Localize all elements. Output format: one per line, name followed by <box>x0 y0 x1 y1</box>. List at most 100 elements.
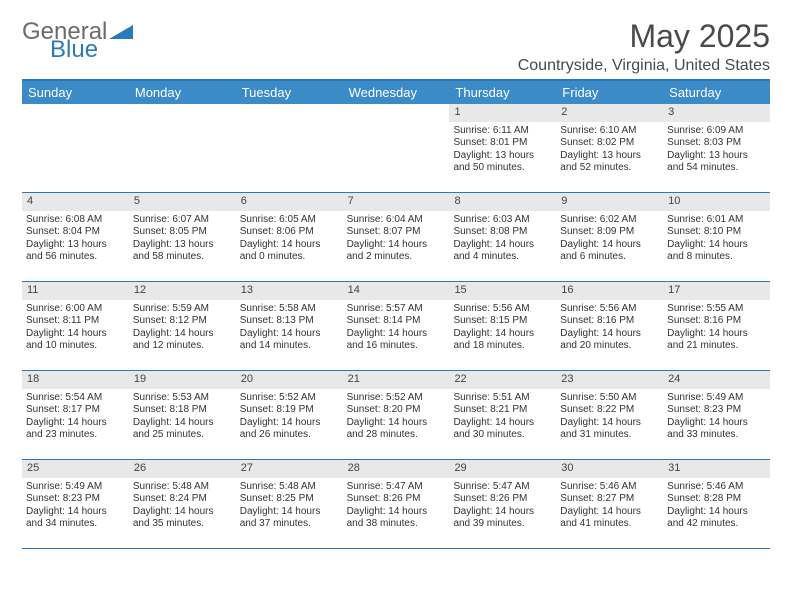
day-cell: 31Sunrise: 5:46 AMSunset: 8:28 PMDayligh… <box>663 460 770 548</box>
day-cell: 26 Sunrise: 5:48 AMSunset: 8:24 PMDayligh… <box>129 460 236 548</box>
day-sunset: Sunset: 8:11 PM <box>26 315 125 328</box>
day-info: Sunrise: 6:00 AMSunset: 8:11 PMDaylight:… <box>26 303 125 353</box>
day-sunset: Sunset: 8:15 PM <box>453 315 552 328</box>
day-day2: and 50 minutes. <box>453 162 552 175</box>
day-day1: Daylight: 14 hours <box>26 506 125 519</box>
day-day2: and 4 minutes. <box>453 251 552 264</box>
calendar: SundayMondayTuesdayWednesdayThursdayFrid… <box>22 79 770 549</box>
day-number: 29 <box>449 460 556 478</box>
day-info: Sunrise: 5:57 AMSunset: 8:14 PMDaylight:… <box>347 303 446 353</box>
day-number: 10 <box>663 193 770 211</box>
day-cell: 3Sunrise: 6:09 AMSunset: 8:03 PMDaylight… <box>663 104 770 192</box>
day-day1: Daylight: 14 hours <box>347 417 446 430</box>
day-sunrise: Sunrise: 6:09 AM <box>667 125 766 138</box>
day-sunrise: Sunrise: 5:57 AM <box>347 303 446 316</box>
day-day1: Daylight: 14 hours <box>347 239 446 252</box>
month-title: May 2025 <box>518 18 770 55</box>
day-sunrise: Sunrise: 5:52 AM <box>347 392 446 405</box>
day-sunrise: Sunrise: 6:01 AM <box>667 214 766 227</box>
day-sunset: Sunset: 8:19 PM <box>240 404 339 417</box>
logo-text-blue: Blue <box>50 36 98 64</box>
day-cell: 8Sunrise: 6:03 AMSunset: 8:08 PMDaylight… <box>449 193 556 281</box>
day-day1: Daylight: 14 hours <box>560 328 659 341</box>
day-cell: 4Sunrise: 6:08 AMSunset: 8:04 PMDaylight… <box>22 193 129 281</box>
day-day2: and 2 minutes. <box>347 251 446 264</box>
day-sunrise: Sunrise: 5:47 AM <box>347 481 446 494</box>
day-cell: 16Sunrise: 5:56 AMSunset: 8:16 PMDayligh… <box>556 282 663 370</box>
day-sunrise: Sunrise: 5:52 AM <box>240 392 339 405</box>
day-cell: 6Sunrise: 6:05 AMSunset: 8:06 PMDaylight… <box>236 193 343 281</box>
day-sunset: Sunset: 8:05 PM <box>133 226 232 239</box>
day-cell: 10Sunrise: 6:01 AMSunset: 8:10 PMDayligh… <box>663 193 770 281</box>
day-sunset: Sunset: 8:16 PM <box>667 315 766 328</box>
day-info: Sunrise: 6:02 AMSunset: 8:09 PMDaylight:… <box>560 214 659 264</box>
day-number: 12 <box>129 282 236 300</box>
day-sunrise: Sunrise: 5:59 AM <box>133 303 232 316</box>
day-sunrise: Sunrise: 5:56 AM <box>453 303 552 316</box>
day-day2: and 41 minutes. <box>560 518 659 531</box>
day-sunset: Sunset: 8:02 PM <box>560 137 659 150</box>
day-number: 27 <box>236 460 343 478</box>
day-sunset: Sunset: 8:24 PM <box>133 493 232 506</box>
day-header-sunday: Sunday <box>22 81 129 104</box>
day-day1: Daylight: 14 hours <box>453 239 552 252</box>
day-sunset: Sunset: 8:27 PM <box>560 493 659 506</box>
day-day1: Daylight: 14 hours <box>560 239 659 252</box>
day-number: 16 <box>556 282 663 300</box>
day-sunset: Sunset: 8:08 PM <box>453 226 552 239</box>
day-cell <box>22 104 129 192</box>
day-info: Sunrise: 5:59 AMSunset: 8:12 PMDaylight:… <box>133 303 232 353</box>
day-number: 19 <box>129 371 236 389</box>
day-cell: 27 Sunrise: 5:48 AMSunset: 8:25 PMDayligh… <box>236 460 343 548</box>
day-sunrise: Sunrise: 6:02 AM <box>560 214 659 227</box>
day-day1: Daylight: 14 hours <box>240 417 339 430</box>
day-number: 13 <box>236 282 343 300</box>
day-day2: and 56 minutes. <box>26 251 125 264</box>
day-cell: 2Sunrise: 6:10 AMSunset: 8:02 PMDaylight… <box>556 104 663 192</box>
day-cell <box>343 104 450 192</box>
week-row: 25Sunrise: 5:49 AMSunset: 8:23 PMDayligh… <box>22 460 770 549</box>
day-number: 21 <box>343 371 450 389</box>
day-info: Sunrise: 5:47 AMSunset: 8:26 PMDaylight:… <box>347 481 446 531</box>
day-day2: and 54 minutes. <box>667 162 766 175</box>
day-sunrise: Sunrise: 6:10 AM <box>560 125 659 138</box>
day-number: 23 <box>556 371 663 389</box>
day-cell: 18Sunrise: 5:54 AMSunset: 8:17 PMDayligh… <box>22 371 129 459</box>
week-row: 18Sunrise: 5:54 AMSunset: 8:17 PMDayligh… <box>22 371 770 460</box>
day-cell: 29 Sunrise: 5:47 AMSunset: 8:26 PMDayligh… <box>449 460 556 548</box>
day-sunrise: Sunrise: 5:58 AM <box>240 303 339 316</box>
day-sunrise: Sunrise: 5:49 AM <box>667 392 766 405</box>
day-day2: and 8 minutes. <box>667 251 766 264</box>
day-number: 24 <box>663 371 770 389</box>
day-sunset: Sunset: 8:20 PM <box>347 404 446 417</box>
day-info: Sunrise: 5:48 AMSunset: 8:25 PMDaylight:… <box>240 481 339 531</box>
day-day1: Daylight: 14 hours <box>667 506 766 519</box>
day-info: Sunrise: 5:48 AMSunset: 8:24 PMDaylight:… <box>133 481 232 531</box>
day-number <box>22 104 129 108</box>
day-sunset: Sunset: 8:10 PM <box>667 226 766 239</box>
day-sunset: Sunset: 8:23 PM <box>26 493 125 506</box>
day-info: Sunrise: 5:51 AMSunset: 8:21 PMDaylight:… <box>453 392 552 442</box>
day-sunset: Sunset: 8:09 PM <box>560 226 659 239</box>
day-number: 30 <box>556 460 663 478</box>
day-cell: 17Sunrise: 5:55 AMSunset: 8:16 PMDayligh… <box>663 282 770 370</box>
day-number: 22 <box>449 371 556 389</box>
day-info: Sunrise: 5:47 AMSunset: 8:26 PMDaylight:… <box>453 481 552 531</box>
day-number: 9 <box>556 193 663 211</box>
day-info: Sunrise: 6:11 AMSunset: 8:01 PMDaylight:… <box>453 125 552 175</box>
day-day2: and 20 minutes. <box>560 340 659 353</box>
day-sunrise: Sunrise: 5:54 AM <box>26 392 125 405</box>
day-day1: Daylight: 14 hours <box>240 239 339 252</box>
day-info: Sunrise: 6:05 AMSunset: 8:06 PMDaylight:… <box>240 214 339 264</box>
day-cell: 12 Sunrise: 5:59 AMSunset: 8:12 PMDayligh… <box>129 282 236 370</box>
day-sunrise: Sunrise: 5:55 AM <box>667 303 766 316</box>
day-sunrise: Sunrise: 6:05 AM <box>240 214 339 227</box>
day-number: 26 <box>129 460 236 478</box>
day-header-row: SundayMondayTuesdayWednesdayThursdayFrid… <box>22 81 770 104</box>
day-cell: 20Sunrise: 5:52 AMSunset: 8:19 PMDayligh… <box>236 371 343 459</box>
day-day1: Daylight: 14 hours <box>453 506 552 519</box>
week-row: 1Sunrise: 6:11 AMSunset: 8:01 PMDaylight… <box>22 104 770 193</box>
day-sunset: Sunset: 8:26 PM <box>347 493 446 506</box>
day-number: 14 <box>343 282 450 300</box>
day-info: Sunrise: 5:50 AMSunset: 8:22 PMDaylight:… <box>560 392 659 442</box>
